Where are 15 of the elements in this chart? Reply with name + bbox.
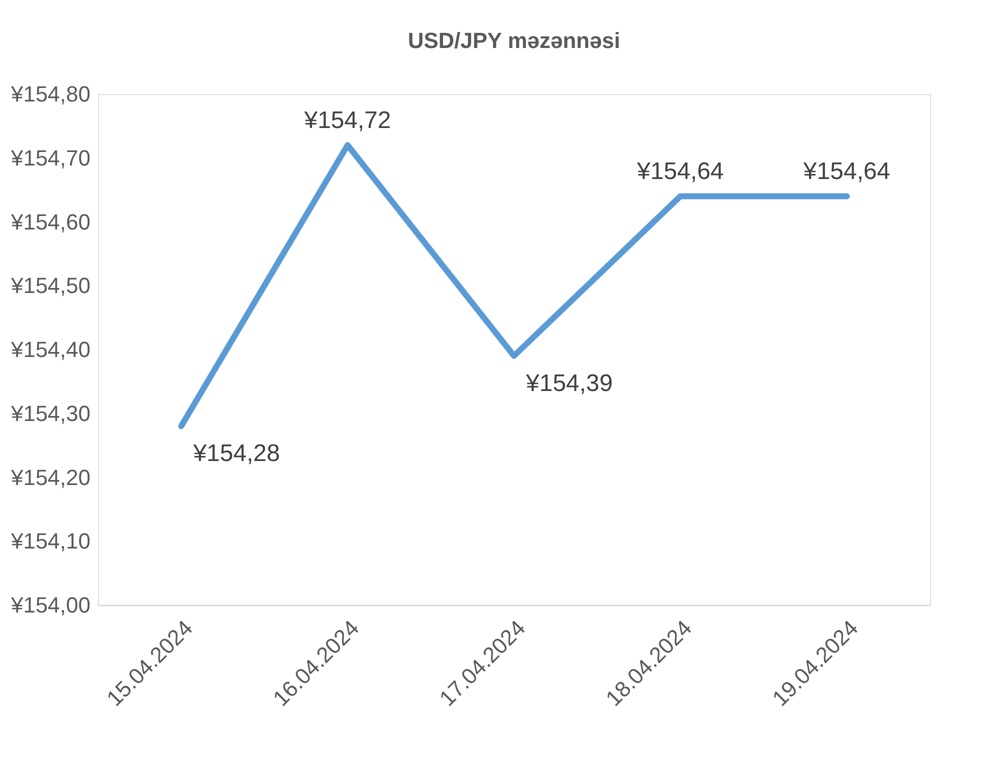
y-tick-label: ¥154,70	[10, 145, 90, 170]
y-tick-label: ¥154,40	[10, 337, 90, 362]
y-tick-label: ¥154,50	[10, 273, 90, 298]
chart-title: USD/JPY məzənnəsi	[408, 28, 620, 53]
data-label: ¥154,64	[802, 158, 890, 186]
y-tick-label: ¥154,20	[10, 464, 90, 490]
data-label: ¥154,28	[192, 440, 280, 468]
y-tick-label: ¥154,60	[10, 209, 90, 234]
data-label: ¥154,64	[636, 158, 724, 186]
y-tick-label: ¥154,10	[10, 528, 90, 554]
data-label: ¥154,39	[525, 370, 613, 397]
y-tick-label: ¥154,00	[10, 592, 90, 618]
y-tick-label: ¥154,30	[10, 400, 90, 426]
y-tick-label: ¥154,80	[10, 82, 90, 106]
data-label: ¥154,72	[303, 107, 391, 134]
